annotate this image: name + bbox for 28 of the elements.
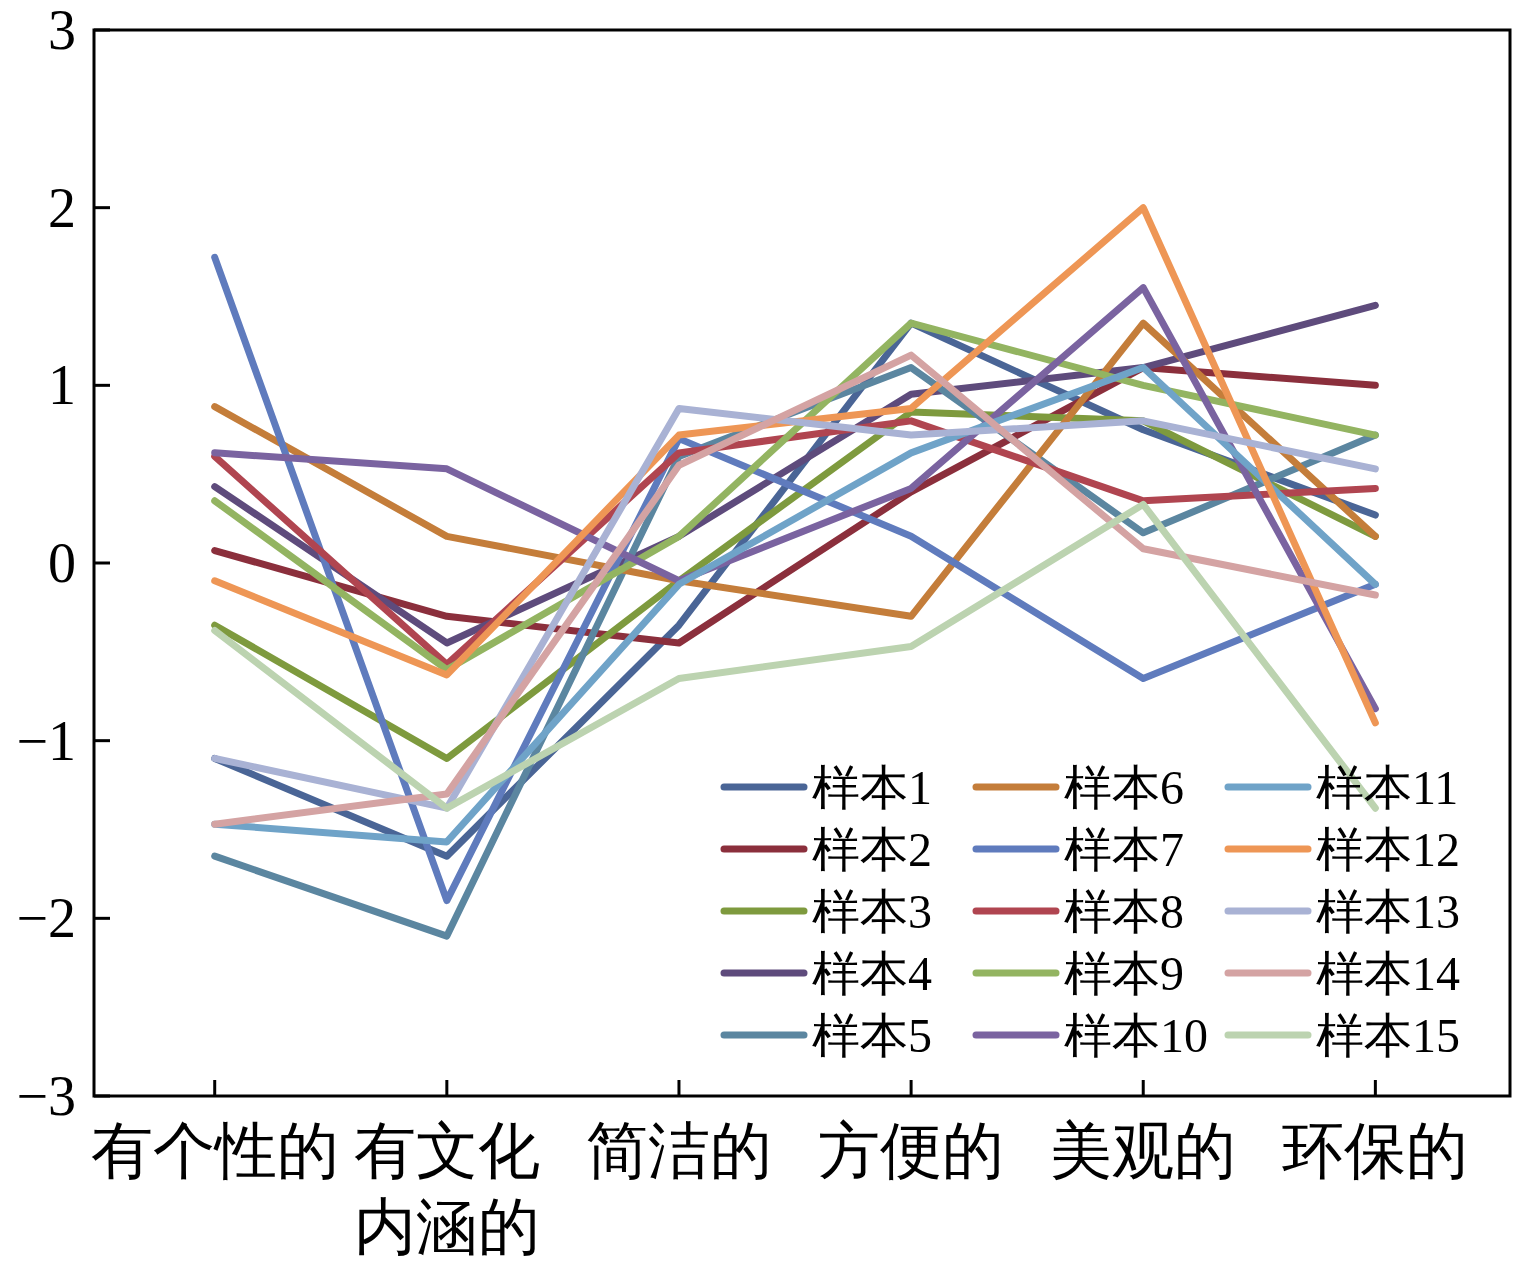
legend-label: 样本13 xyxy=(1316,884,1460,938)
legend-label: 样本11 xyxy=(1316,760,1459,814)
legend-label: 样本12 xyxy=(1316,822,1460,876)
y-tick-label: 1 xyxy=(48,354,76,417)
legend-label: 样本9 xyxy=(1064,946,1184,1000)
legend-label: 样本2 xyxy=(812,822,932,876)
x-tick-label: 环保的 xyxy=(1282,1117,1469,1185)
legend-label: 样本7 xyxy=(1064,822,1184,876)
legend-label: 样本15 xyxy=(1316,1008,1460,1062)
y-tick-label: 2 xyxy=(48,176,76,239)
legend-label: 样本4 xyxy=(812,946,932,1000)
y-tick-label: 3 xyxy=(48,0,76,61)
legend-label: 样本6 xyxy=(1064,760,1184,814)
legend-label: 样本8 xyxy=(1064,884,1184,938)
x-tick-label: 有文化内涵的 xyxy=(353,1117,540,1261)
y-tick-label: −1 xyxy=(16,709,76,772)
y-tick-label: 0 xyxy=(48,532,76,594)
x-tick-label: 简洁的 xyxy=(585,1117,772,1185)
legend-label: 样本10 xyxy=(1064,1008,1208,1062)
legend-label: 样本1 xyxy=(812,760,932,814)
x-tick-label: 有个性的 xyxy=(90,1117,339,1185)
legend-label: 样本3 xyxy=(812,884,932,938)
y-tick-label: −2 xyxy=(16,887,76,950)
legend-label: 样本14 xyxy=(1316,946,1460,1000)
y-tick-label: −3 xyxy=(16,1065,76,1127)
legend-label: 样本5 xyxy=(812,1008,932,1062)
x-tick-label: 美观的 xyxy=(1050,1117,1237,1185)
x-tick-label: 方便的 xyxy=(818,1117,1005,1185)
